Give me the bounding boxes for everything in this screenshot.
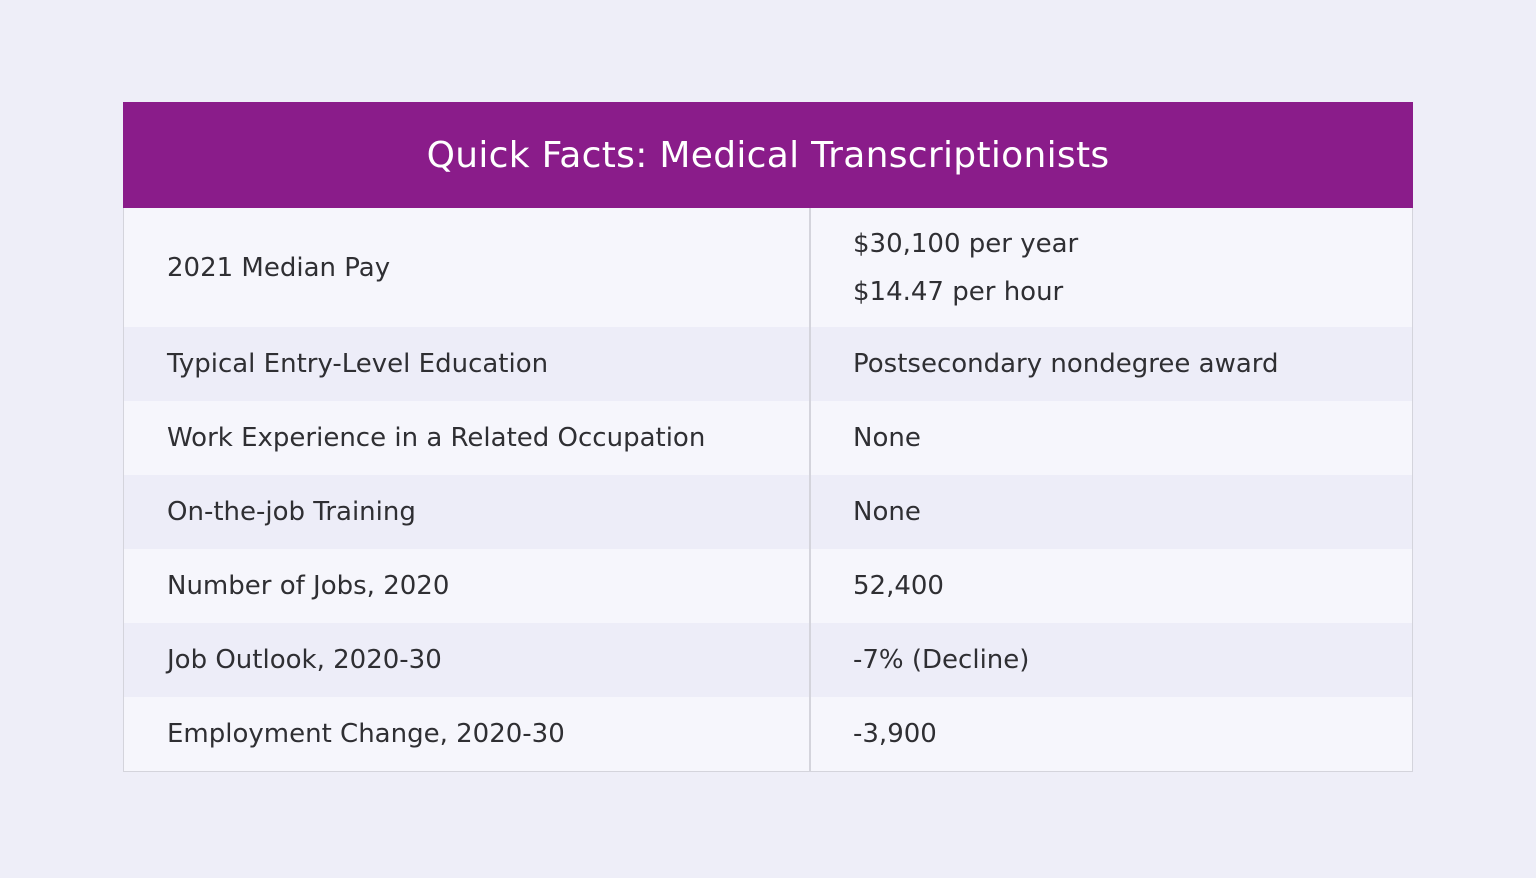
- pay-per-year: $30,100 per year: [853, 228, 1079, 259]
- card-title: Quick Facts: Medical Transcriptionists: [426, 134, 1110, 176]
- title-bar: Quick Facts: Medical Transcriptionists: [123, 102, 1413, 208]
- row-label: 2021 Median Pay: [124, 208, 811, 327]
- row-value: -7% (Decline): [853, 645, 1030, 675]
- table-row-work-experience: Work Experience in a Related Occupation …: [124, 401, 1412, 475]
- table-row-job-outlook: Job Outlook, 2020-30 -7% (Decline): [124, 623, 1412, 697]
- row-label: Number of Jobs, 2020: [124, 549, 811, 623]
- row-value: None: [853, 497, 921, 527]
- facts-table: 2021 Median Pay $30,100 per year $14.47 …: [124, 208, 1412, 771]
- row-label: Typical Entry-Level Education: [124, 327, 811, 401]
- table-row-training: On-the-job Training None: [124, 475, 1412, 549]
- row-value: -3,900: [853, 719, 937, 749]
- row-value: Postsecondary nondegree award: [853, 349, 1279, 379]
- row-label: Employment Change, 2020-30: [124, 697, 811, 771]
- row-label: Job Outlook, 2020-30: [124, 623, 811, 697]
- pay-per-hour: $14.47 per hour: [853, 276, 1064, 307]
- table-row-education: Typical Entry-Level Education Postsecond…: [124, 327, 1412, 401]
- row-value: 52,400: [853, 571, 944, 601]
- table-row-median-pay: 2021 Median Pay $30,100 per year $14.47 …: [124, 208, 1412, 327]
- table-row-number-of-jobs: Number of Jobs, 2020 52,400: [124, 549, 1412, 623]
- row-value: $30,100 per year $14.47 per hour: [811, 208, 1412, 327]
- row-label: Work Experience in a Related Occupation: [124, 401, 811, 475]
- row-label: On-the-job Training: [124, 475, 811, 549]
- table-row-employment-change: Employment Change, 2020-30 -3,900: [124, 697, 1412, 771]
- row-value: None: [853, 423, 921, 453]
- quick-facts-card: Quick Facts: Medical Transcriptionists 2…: [123, 102, 1413, 772]
